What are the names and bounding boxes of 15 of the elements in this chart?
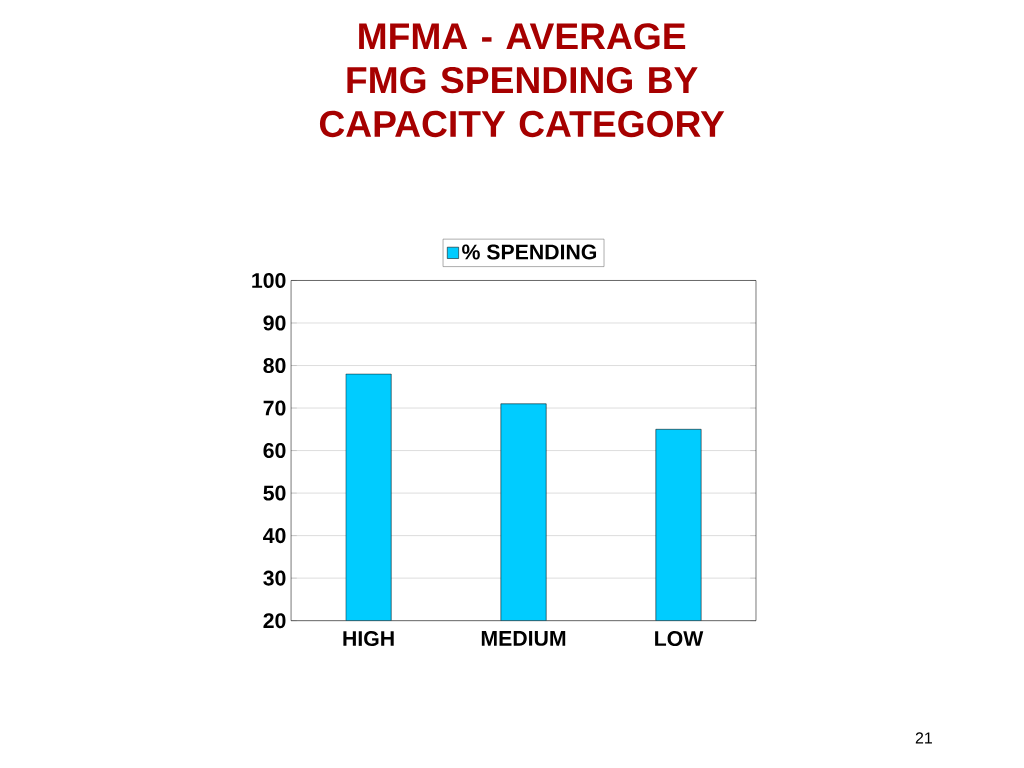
y-tick-label: 80 — [263, 357, 286, 374]
y-tick-label: 60 — [263, 443, 286, 459]
y-tick-label: 20 — [263, 613, 286, 629]
chart-title: MFMA - AVERAGE FMG SPENDING BY CAPACITY CATEGORY — [319, 23, 725, 138]
y-tick-label: 90 — [263, 315, 286, 331]
text: 21 — [915, 732, 932, 744]
y-tick-label: 30 — [263, 570, 286, 586]
y-tick-label: 50 — [263, 485, 286, 501]
y-tick-label: 100 — [252, 272, 286, 288]
legend-label: % SPENDING — [462, 244, 597, 260]
x-tick-label: MEDIUM — [481, 630, 566, 646]
y-tick-label: 70 — [263, 400, 286, 416]
x-tick-label: LOW — [655, 631, 704, 647]
y-tick-label: 40 — [263, 528, 286, 544]
x-tick-label: HIGH — [343, 631, 394, 647]
